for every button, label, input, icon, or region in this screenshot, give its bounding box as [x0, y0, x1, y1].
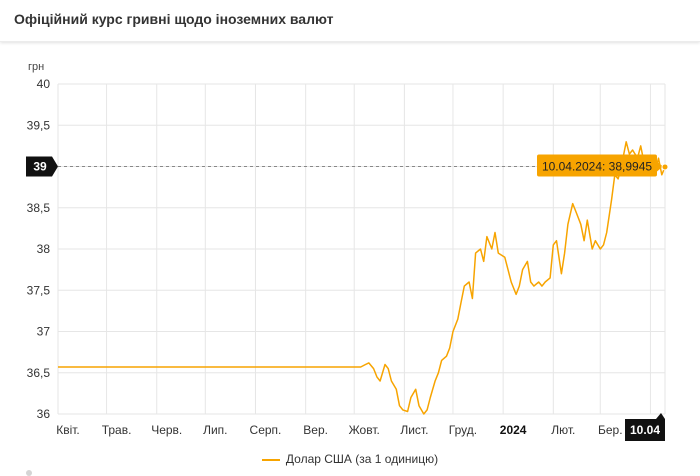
hover-point [661, 163, 669, 171]
y-tick-label: 38,5 [27, 201, 51, 215]
exchange-rate-chart[interactable]: грн 40 39,5 39 38,5 38 37,5 37 36,5 36 Квіт. Трав… [0, 42, 700, 450]
crosshair-x-label: 10.04 [625, 413, 665, 441]
scroll-indicator [26, 470, 32, 476]
y-tick-label: 38 [37, 242, 51, 256]
x-tick-label: Лют. [551, 423, 575, 437]
x-axis-ticks: Квіт. Трав. Черв. Лип. Серп. Вер. Жовт. Лист. Гр… [56, 423, 622, 437]
x-tick-label: Вер. [303, 423, 328, 437]
y-axis-ticks: 40 39,5 39 38,5 38 37,5 37 36,5 36 [27, 77, 51, 421]
tooltip-text: 10.04.2024: 38,9945 [542, 160, 652, 174]
page-header: Офіційний курс гривні щодо іноземних вал… [0, 0, 700, 42]
crosshair-x-value: 10.04 [630, 423, 660, 437]
x-tick-label: Квіт. [56, 423, 80, 437]
y-tick-label: 36,5 [27, 366, 51, 380]
legend-swatch [261, 458, 280, 461]
x-tick-label: Груд. [449, 423, 477, 437]
x-tick-label: Черв. [151, 423, 182, 437]
crosshair-y-label: 39 [26, 156, 58, 177]
y-axis-label: грн [28, 61, 44, 73]
data-tooltip: 10.04.2024: 38,9945 [537, 154, 663, 177]
x-tick-label: Жовт. [349, 423, 380, 437]
y-tick-label: 39,5 [27, 118, 51, 132]
x-tick-label: Серп. [250, 423, 282, 437]
y-tick-label: 37 [37, 325, 51, 339]
y-tick-label: 40 [37, 77, 51, 91]
x-tick-label: Лип. [203, 423, 227, 437]
x-tick-label: 2024 [500, 423, 527, 437]
x-tick-label: Бер. [598, 423, 623, 437]
y-tick-label: 36 [37, 407, 51, 421]
crosshair-y-value: 39 [33, 160, 47, 174]
y-tick-label: 37,5 [27, 283, 51, 297]
page-title: Офіційний курс гривні щодо іноземних вал… [14, 11, 334, 27]
x-tick-label: Трав. [102, 423, 132, 437]
chart-legend[interactable]: Долар США (за 1 одиницю) [0, 452, 700, 468]
legend-label: Долар США (за 1 одиницю) [285, 452, 439, 466]
usd-rate-line[interactable] [58, 141, 666, 415]
chart-grid [57, 83, 666, 415]
x-tick-label: Лист. [400, 423, 428, 437]
